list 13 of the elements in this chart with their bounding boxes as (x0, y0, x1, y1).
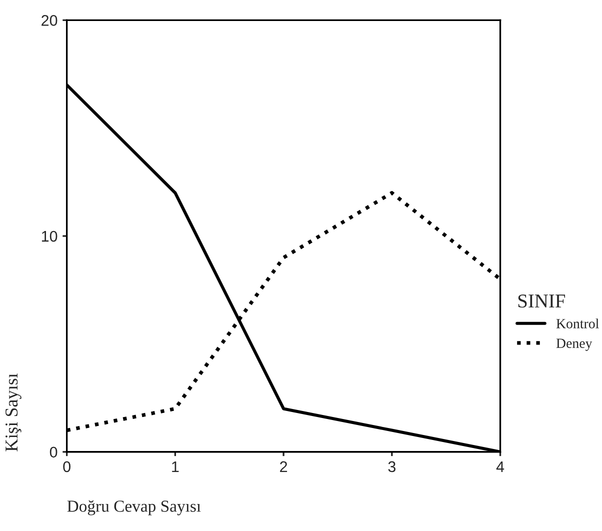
y-axis-title: Kişi Sayısı (6, 373, 22, 452)
x-tick-label: 1 (172, 461, 179, 472)
y-tick-label: 10 (42, 230, 58, 242)
x-axis-title: Doğru Cevap Sayısı (67, 500, 201, 516)
x-tick-label: 4 (496, 461, 504, 472)
y-tick-label: 0 (50, 446, 58, 458)
x-tick-label: 0 (63, 461, 70, 472)
legend-label: Kontrol (556, 318, 599, 328)
x-tick-label: 3 (388, 461, 396, 472)
y-tick-label: 20 (42, 15, 58, 26)
x-tick-label: 2 (280, 461, 288, 472)
legend-label: Deney (556, 338, 592, 351)
legend-title: SINIF (518, 294, 566, 308)
